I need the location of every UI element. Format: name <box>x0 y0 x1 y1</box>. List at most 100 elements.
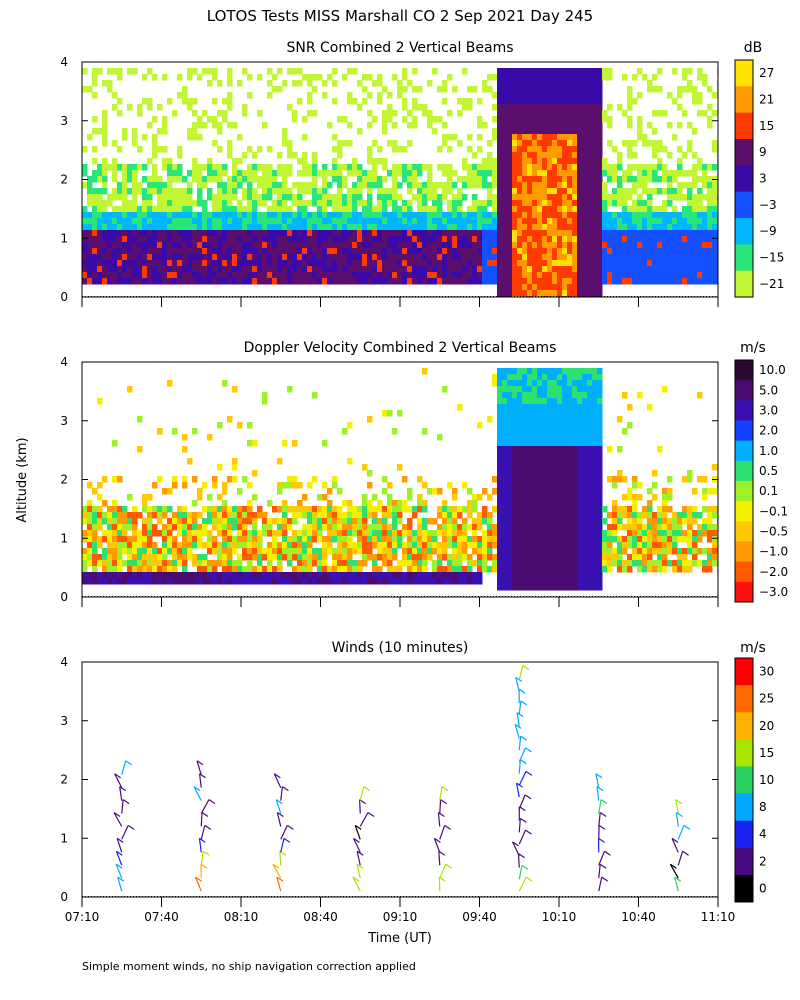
heatmap-cell <box>577 506 583 513</box>
heatmap-cell <box>497 206 503 213</box>
heatmap-cell <box>467 260 473 267</box>
heatmap-cell <box>577 92 583 99</box>
heatmap-cell <box>282 548 288 555</box>
heatmap-cell <box>482 548 488 555</box>
heatmap-cell <box>142 236 148 243</box>
heatmap-cell <box>547 200 553 207</box>
heatmap-cell <box>417 170 423 177</box>
heatmap-cell <box>537 542 543 549</box>
heatmap-cell <box>527 116 533 123</box>
heatmap-cell <box>282 500 288 507</box>
heatmap-cell <box>397 272 403 279</box>
heatmap-cell <box>157 428 163 435</box>
heatmap-cell <box>377 548 383 555</box>
heatmap-cell <box>367 110 373 117</box>
heatmap-cell <box>532 266 538 273</box>
heatmap-cell <box>407 164 413 171</box>
heatmap-cell <box>557 68 563 75</box>
heatmap-cell <box>372 236 378 243</box>
heatmap-cell <box>102 212 108 219</box>
heatmap-cell <box>292 182 298 189</box>
heatmap-cell <box>512 134 518 141</box>
heatmap-cell <box>497 554 503 561</box>
heatmap-cell <box>682 230 688 237</box>
heatmap-cell <box>387 218 393 225</box>
heatmap-cell <box>227 92 233 99</box>
heatmap-cell <box>287 206 293 213</box>
heatmap-cell <box>427 260 433 267</box>
heatmap-cell <box>107 278 113 285</box>
heatmap-cell <box>242 536 248 543</box>
heatmap-cell <box>177 176 183 183</box>
heatmap-cell <box>547 578 553 585</box>
heatmap-cell <box>327 272 333 279</box>
heatmap-cell <box>517 134 523 141</box>
heatmap-cell <box>667 242 673 249</box>
heatmap-cell <box>237 248 243 255</box>
heatmap-cell <box>352 230 358 237</box>
heatmap-cell <box>147 560 153 567</box>
heatmap-cell <box>367 260 373 267</box>
heatmap-cell <box>267 566 273 573</box>
heatmap-cell <box>187 572 193 579</box>
heatmap-cell <box>197 536 203 543</box>
heatmap-cell <box>542 578 548 585</box>
heatmap-cell <box>207 536 213 543</box>
heatmap-cell <box>312 158 318 165</box>
heatmap-cell <box>572 512 578 519</box>
heatmap-cell <box>577 458 583 465</box>
heatmap-cell <box>312 86 318 93</box>
heatmap-cell <box>147 578 153 585</box>
heatmap-cell <box>322 494 328 501</box>
heatmap-cell <box>102 170 108 177</box>
heatmap-cell <box>692 200 698 207</box>
heatmap-cell <box>452 524 458 531</box>
heatmap-cell <box>582 512 588 519</box>
heatmap-cell <box>597 290 603 297</box>
heatmap-cell <box>527 554 533 561</box>
heatmap-cell <box>557 152 563 159</box>
heatmap-cell <box>707 212 713 219</box>
heatmap-cell <box>537 92 543 99</box>
heatmap-cell <box>417 260 423 267</box>
heatmap-cell <box>417 518 423 525</box>
heatmap-cell <box>442 122 448 129</box>
heatmap-cell <box>532 158 538 165</box>
heatmap-cell <box>592 284 598 291</box>
heatmap-cell <box>567 182 573 189</box>
heatmap-cell <box>567 548 573 555</box>
heatmap-cell <box>167 218 173 225</box>
heatmap-cell <box>142 74 148 81</box>
heatmap-cell <box>212 230 218 237</box>
heatmap-cell <box>227 122 233 129</box>
heatmap-cell <box>322 524 328 531</box>
heatmap-cell <box>662 164 668 171</box>
heatmap-cell <box>587 260 593 267</box>
heatmap-cell <box>517 386 523 393</box>
heatmap-cell <box>547 80 553 87</box>
heatmap-cell <box>337 530 343 537</box>
y-tick-label: 0 <box>60 290 68 304</box>
heatmap-cell <box>362 266 368 273</box>
heatmap-cell <box>557 80 563 87</box>
heatmap-cell <box>542 416 548 423</box>
heatmap-cell <box>482 242 488 249</box>
heatmap-cell <box>497 122 503 129</box>
heatmap-cell <box>322 92 328 99</box>
heatmap-cell <box>397 230 403 237</box>
heatmap-cell <box>327 572 333 579</box>
heatmap-cell <box>577 548 583 555</box>
heatmap-cell <box>507 206 513 213</box>
heatmap-cell <box>587 86 593 93</box>
heatmap-cell <box>152 548 158 555</box>
heatmap-cell <box>117 212 123 219</box>
heatmap-cell <box>682 182 688 189</box>
heatmap-cell <box>352 254 358 261</box>
heatmap-cell <box>177 206 183 213</box>
heatmap-cell <box>642 134 648 141</box>
heatmap-cell <box>172 536 178 543</box>
heatmap-cell <box>172 212 178 219</box>
heatmap-cell <box>622 272 628 279</box>
heatmap-cell <box>237 212 243 219</box>
heatmap-cell <box>527 68 533 75</box>
